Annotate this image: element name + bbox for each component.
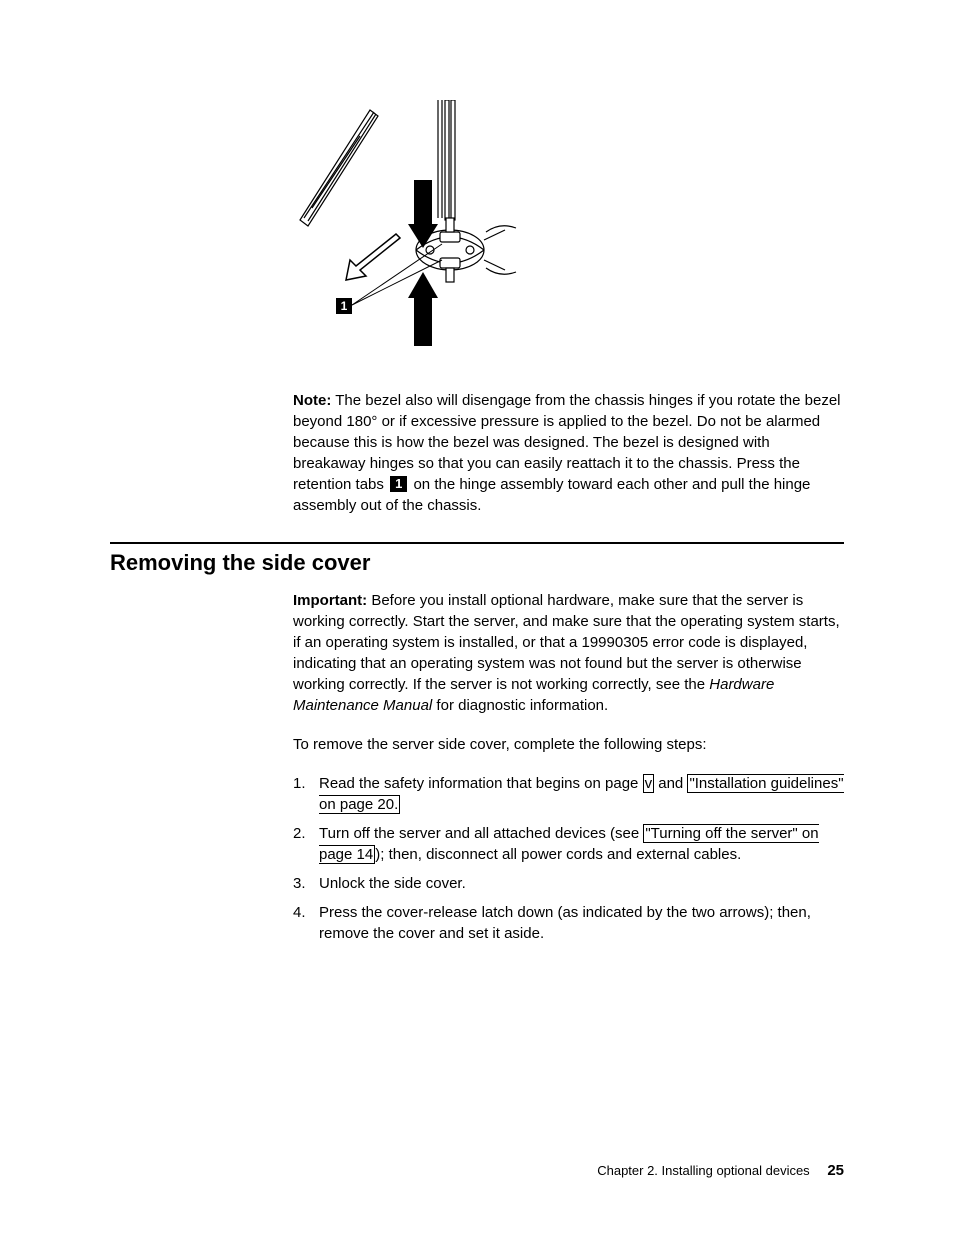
step-text: Read the safety information that begins … <box>319 775 643 792</box>
step-text: Unlock the side cover. <box>319 875 466 892</box>
step-text: ); then, disconnect all power cords and … <box>375 846 741 863</box>
step-3: Unlock the side cover. <box>293 873 844 894</box>
inline-callout-box: 1 <box>390 476 407 492</box>
bezel-hinge-figure: 1 <box>290 100 540 360</box>
footer-page-number: 25 <box>827 1162 844 1179</box>
step-2: Turn off the server and all attached dev… <box>293 823 844 865</box>
step-text: Press the cover-release latch down (as i… <box>319 904 811 942</box>
step-text: Turn off the server and all attached dev… <box>319 825 643 842</box>
steps-lead-in: To remove the server side cover, complet… <box>293 734 844 755</box>
important-label: Important: <box>293 592 367 609</box>
footer-chapter: Chapter 2. Installing optional devices <box>597 1163 809 1178</box>
figure-callout-number: 1 <box>341 299 348 313</box>
figure-container: 1 <box>110 100 844 360</box>
step-4: Press the cover-release latch down (as i… <box>293 902 844 944</box>
xref-link[interactable]: v <box>643 774 655 793</box>
important-paragraph: Important: Before you install optional h… <box>293 590 844 716</box>
step-1: Read the safety information that begins … <box>293 773 844 815</box>
steps-list: Read the safety information that begins … <box>293 773 844 944</box>
section-heading: Removing the side cover <box>110 550 844 576</box>
step-text: and <box>654 775 687 792</box>
page: 1 Note: The bezel also will disengage fr… <box>0 0 954 1235</box>
page-footer: Chapter 2. Installing optional devices 2… <box>597 1162 844 1179</box>
section-divider <box>110 542 844 544</box>
note-label: Note: <box>293 392 331 409</box>
important-text-2: for diagnostic information. <box>432 697 608 714</box>
note-paragraph: Note: The bezel also will disengage from… <box>293 390 844 516</box>
